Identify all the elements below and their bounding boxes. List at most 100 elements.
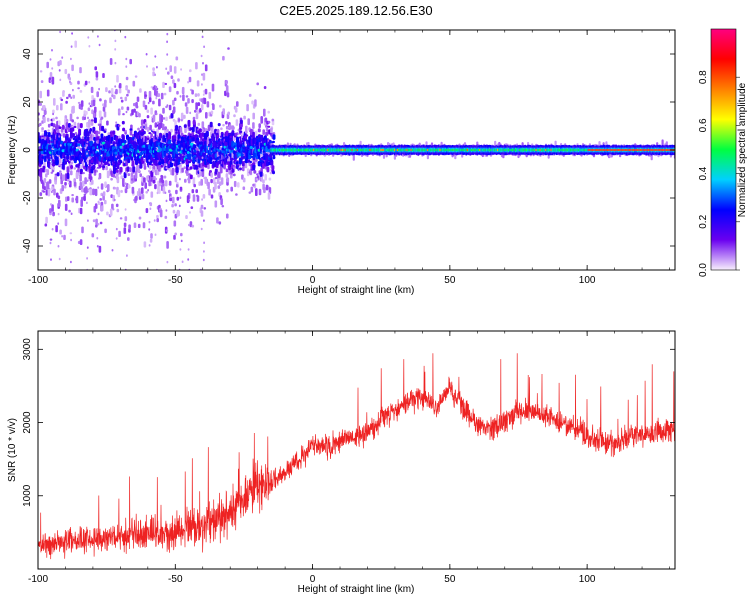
spectrogram-cell — [97, 200, 100, 204]
spectrogram-cell — [269, 153, 273, 159]
spectrogram-cell — [103, 136, 107, 141]
spectrogram-cell — [194, 109, 197, 113]
spectrogram-cell — [177, 164, 180, 168]
spectrogram-cell — [115, 137, 119, 143]
spectrogram-cell — [173, 66, 177, 74]
spectrogram-cell — [191, 126, 195, 133]
spectrogram-cell — [147, 101, 150, 105]
spectrogram-cell — [177, 210, 180, 217]
spectrogram-cell — [70, 171, 73, 175]
spectrogram-cell — [271, 118, 275, 122]
spectrogram-cell — [113, 94, 116, 100]
spectrogram-cell — [106, 170, 110, 179]
spectrogram-cell — [212, 103, 215, 110]
spectrogram-cell — [51, 190, 53, 194]
spectrogram-cell — [201, 121, 205, 129]
spectrogram-cell — [59, 144, 62, 147]
spectrogram-cell — [181, 86, 185, 94]
spectrogram-cell — [172, 106, 176, 113]
snr-y-ticks: 1000 2000 3000 — [22, 338, 675, 507]
spectrogram-cell — [203, 250, 205, 253]
spectrogram-cell — [95, 218, 98, 227]
spectrogram-cell — [127, 157, 131, 164]
spectrogram-x-tick-label: -50 — [168, 275, 183, 286]
spectrogram-cell — [40, 80, 44, 83]
spectrogram-cell — [152, 158, 156, 164]
spectrogram-cell — [198, 181, 201, 186]
spectrogram-cell — [145, 121, 148, 125]
spectrogram-cell — [71, 155, 75, 160]
spectrogram-cell — [255, 146, 259, 149]
spectrogram-cell — [87, 188, 89, 191]
spectrogram-cell — [217, 123, 221, 127]
spectrogram-cell — [70, 165, 74, 169]
spectrogram-cell — [62, 91, 65, 97]
spectrogram-cell — [101, 125, 105, 132]
spectrogram-cell — [98, 87, 100, 91]
spectrogram-cell — [87, 107, 91, 112]
spectrogram-cell — [207, 181, 210, 190]
spectrogram-cell — [239, 119, 243, 124]
spectrogram-cell — [214, 200, 218, 208]
snr-y-tick-label: 3000 — [22, 338, 33, 361]
spectrogram-cell — [68, 77, 71, 81]
spectrogram-cell — [230, 186, 233, 192]
spectrogram-cell — [124, 182, 127, 185]
spectrogram-cell — [166, 129, 169, 132]
spectrogram-cell — [179, 196, 182, 199]
colorbar-gradient — [710, 28, 737, 271]
spectrogram-cell — [231, 125, 235, 132]
spectrogram-cell — [122, 178, 125, 186]
spectrogram-cell — [81, 188, 84, 193]
spectrogram-cell — [53, 144, 57, 149]
spectrogram-cell — [143, 159, 146, 161]
spectrogram-cell — [124, 96, 128, 102]
spectrogram-cell — [126, 93, 129, 97]
spectrogram-cell — [247, 147, 250, 150]
spectrogram-cell — [143, 162, 146, 167]
spectrogram-cell — [251, 100, 254, 105]
spectrogram-cell — [71, 119, 74, 123]
spectrogram-cell — [196, 195, 200, 202]
spectrogram-cell — [66, 155, 70, 160]
spectrogram-cell — [247, 118, 250, 125]
spectrogram-cell — [100, 205, 104, 212]
spectrogram-cell — [152, 114, 156, 122]
spectrogram-cell — [191, 224, 195, 228]
spectrogram-cell — [52, 154, 54, 158]
spectrogram-cell — [115, 203, 119, 208]
spectrogram-cell — [137, 223, 141, 228]
spectrogram-cell — [82, 172, 85, 175]
spectrogram-cell — [79, 123, 83, 129]
spectrogram-cell — [96, 245, 99, 248]
spectrogram-cell — [203, 176, 206, 180]
spectrogram-cell — [86, 152, 88, 155]
spectrogram-cell — [115, 121, 118, 124]
spectrogram-cell — [185, 158, 189, 165]
spectrogram-cell — [90, 168, 94, 174]
spectrogram-cell — [114, 143, 117, 147]
spectrogram-cell — [125, 57, 128, 61]
spectrogram-cell — [99, 123, 102, 131]
spectrogram-cell — [225, 135, 228, 141]
spectrogram-cell — [260, 134, 264, 141]
spectrogram-cell — [202, 101, 204, 104]
spectrogram-cell — [124, 35, 127, 39]
spectrogram-cell — [160, 140, 163, 143]
spectrogram-cell — [179, 95, 182, 98]
spectrogram-cell — [159, 209, 163, 218]
spectrogram-cell — [128, 224, 131, 230]
spectrogram-cell — [92, 112, 96, 119]
spectrogram-cell — [203, 219, 205, 222]
spectrogram-cell — [61, 149, 66, 153]
spectrogram-cell — [217, 171, 221, 179]
spectrogram-cell — [173, 234, 176, 240]
spectrogram-cell — [242, 177, 246, 183]
colorbar-label: Normalized spectral amplitude — [737, 82, 748, 217]
spectrogram-cell — [121, 120, 125, 125]
spectrogram-cell — [109, 208, 113, 216]
spectrogram-cell — [194, 93, 198, 97]
spectrogram-cell — [84, 80, 88, 86]
spectrogram-cell — [163, 175, 167, 179]
spectrogram-cell — [73, 178, 76, 183]
